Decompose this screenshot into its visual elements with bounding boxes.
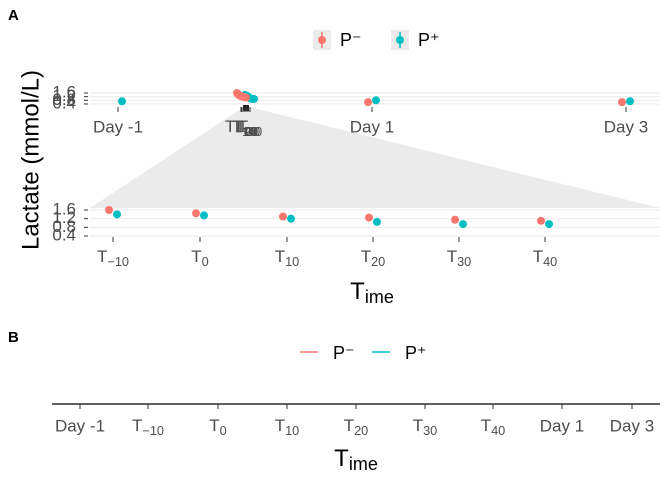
point <box>626 97 634 106</box>
x-tick-label: T30 <box>236 117 261 139</box>
legend-label: P⁻ <box>340 30 362 50</box>
x-tick-label: T0 <box>209 416 226 438</box>
x-tick-label: T−10 <box>225 117 257 139</box>
point <box>451 215 459 224</box>
x-tick-label: T20 <box>234 117 259 139</box>
x-tick-label: T20 <box>361 247 386 269</box>
point <box>459 220 467 229</box>
x-tick-label: Day 3 <box>604 117 648 136</box>
x-tick-label: T20 <box>344 416 369 438</box>
legend-label: P⁻ <box>333 343 355 363</box>
point <box>364 98 372 107</box>
x-tick-label: T30 <box>447 247 472 269</box>
y-tick-label: 1.2 <box>52 86 76 105</box>
x-tick-label: Day -1 <box>93 117 143 136</box>
point <box>373 217 381 226</box>
x-tick-label: T0 <box>233 117 250 139</box>
y-tick-label: 1.2 <box>52 208 76 227</box>
x-axis-title: Time <box>334 445 378 473</box>
zoom-area <box>90 106 660 208</box>
point <box>287 214 295 223</box>
point <box>279 212 287 221</box>
y-tick-label: 0.4 <box>52 225 76 244</box>
point <box>105 206 113 214</box>
point <box>118 97 126 106</box>
y-tick-label: 1.6 <box>52 82 76 101</box>
x-tick-label: T10 <box>275 416 300 438</box>
legend-label: P⁺ <box>405 343 427 363</box>
x-tick-label: Day -1 <box>55 416 105 435</box>
y-tick-label: 0.8 <box>52 90 76 109</box>
y-tick-label: 0.8 <box>52 217 76 236</box>
x-tick-label: T40 <box>533 247 558 269</box>
point <box>618 98 626 107</box>
x-tick-label: Day 3 <box>610 416 654 435</box>
x-tick-label: T10 <box>232 117 257 139</box>
point <box>372 96 380 105</box>
panel-tag: A <box>8 7 19 24</box>
point <box>113 210 121 219</box>
legend-point <box>318 36 326 44</box>
x-tick-label: T0 <box>191 247 208 269</box>
x-tick-label: Day 1 <box>540 416 584 435</box>
point <box>192 209 200 218</box>
point <box>537 216 545 225</box>
y-tick-label: 0.4 <box>52 93 76 112</box>
point <box>250 94 258 103</box>
x-tick-label: Day 1 <box>350 117 394 136</box>
point <box>545 220 553 229</box>
x-axis-title: Time <box>350 278 394 306</box>
x-tick-label: T30 <box>413 416 438 438</box>
legend-label: P⁺ <box>418 30 440 50</box>
panel-tag: B <box>8 329 19 346</box>
x-tick-label: T40 <box>238 117 263 139</box>
y-tick-label: 1.6 <box>52 199 76 218</box>
x-tick-label: T10 <box>275 247 300 269</box>
x-tick-label: T40 <box>481 416 506 438</box>
point <box>242 93 250 102</box>
x-tick-label: T−10 <box>132 416 164 438</box>
legend-point <box>396 36 404 44</box>
point <box>200 211 208 220</box>
x-tick-label: T−10 <box>97 247 129 269</box>
y-axis-title: Lactate (mmol/L) <box>17 70 44 250</box>
point <box>365 213 373 222</box>
